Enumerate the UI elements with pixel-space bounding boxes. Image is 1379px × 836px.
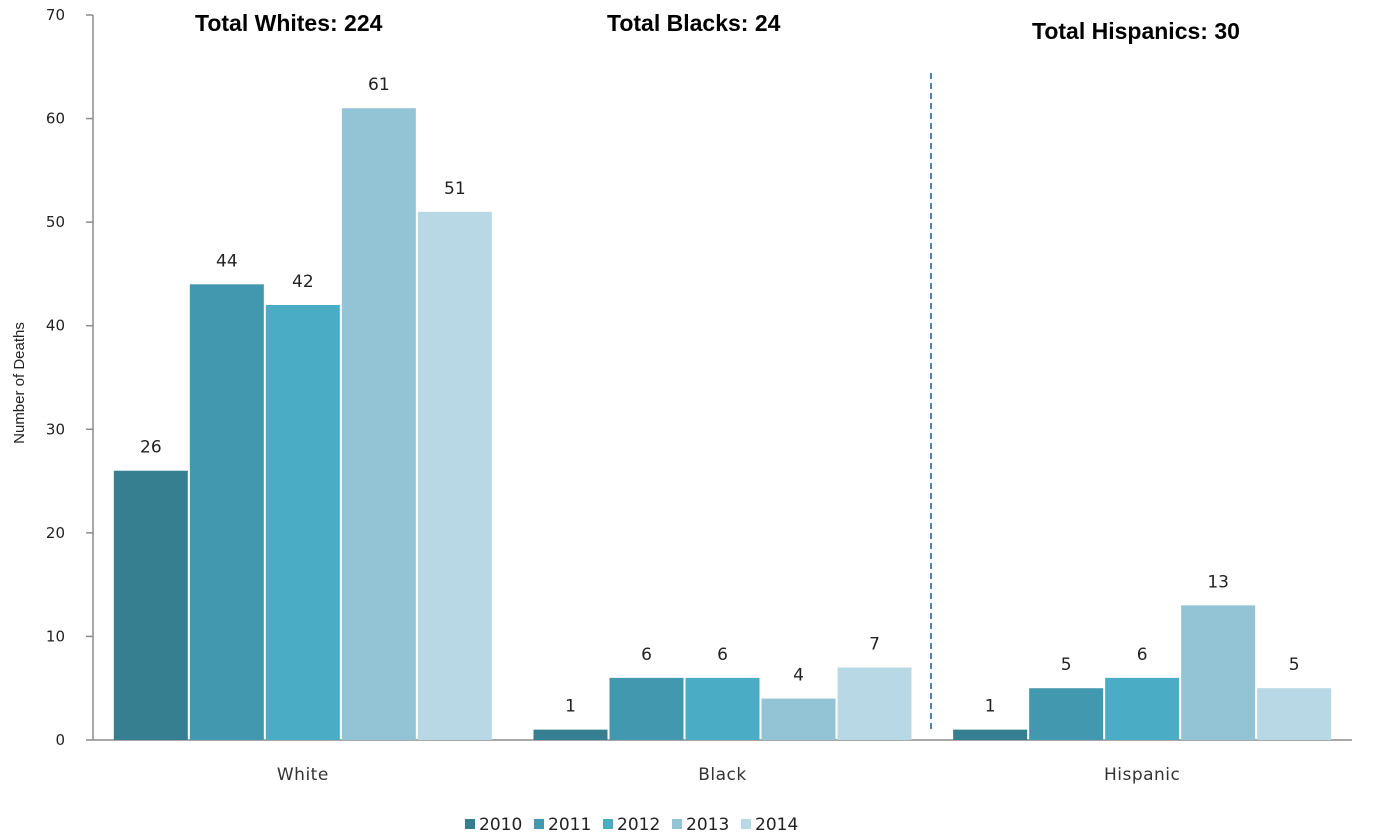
- data-label: 1: [985, 697, 996, 717]
- data-label: 51: [444, 179, 466, 199]
- bar-hispanic-2010: [953, 729, 1028, 740]
- legend-swatch-2012: [603, 819, 613, 829]
- bar-white-2010: [113, 470, 188, 740]
- data-labels-group: 26 44 42 61 51 1 6 6 4 7 1 5 6 13 5: [140, 75, 1300, 716]
- y-tick-label: 60: [46, 110, 65, 128]
- category-labels-group: White Black Hispanic: [277, 765, 1180, 785]
- category-label: Hispanic: [1104, 765, 1180, 785]
- total-hispanics-annotation: Total Hispanics: 30: [1032, 18, 1240, 44]
- legend-swatch-2014: [741, 819, 751, 829]
- data-label: 7: [869, 635, 880, 655]
- bar-black-2010: [533, 729, 608, 740]
- y-tick-label: 40: [46, 317, 65, 335]
- data-label: 1: [565, 697, 576, 717]
- data-label: 4: [793, 666, 804, 686]
- bar-white-2012: [265, 305, 340, 740]
- category-label: Black: [698, 765, 747, 785]
- y-tick-label: 0: [55, 731, 65, 749]
- data-label: 6: [1137, 645, 1148, 665]
- bar-black-2012: [685, 677, 760, 740]
- bars-group: [113, 108, 1332, 741]
- y-axis-title: Number of Deaths: [11, 322, 28, 444]
- bar-white-2014: [417, 211, 492, 741]
- y-axis-ticks: 0 10 20 30 40 50 60 70: [46, 6, 93, 749]
- bar-hispanic-2011: [1029, 688, 1104, 740]
- bar-hispanic-2014: [1257, 688, 1332, 740]
- data-label: 5: [1289, 655, 1300, 675]
- y-tick-label: 10: [46, 627, 65, 645]
- bar-black-2014: [837, 667, 912, 740]
- legend-label: 2011: [548, 815, 591, 835]
- data-label: 6: [717, 645, 728, 665]
- total-whites-annotation: Total Whites: 224: [195, 10, 383, 36]
- data-label: 26: [140, 438, 162, 458]
- bar-black-2011: [609, 677, 684, 740]
- category-label: White: [277, 765, 329, 785]
- y-tick-label: 70: [46, 6, 65, 24]
- bar-hispanic-2013: [1181, 605, 1256, 740]
- legend-label: 2014: [755, 815, 798, 835]
- legend-swatch-2013: [672, 819, 682, 829]
- data-label: 5: [1061, 655, 1072, 675]
- bar-black-2013: [761, 698, 836, 740]
- bar-white-2013: [341, 108, 416, 740]
- data-label: 44: [216, 251, 238, 271]
- data-label: 6: [641, 645, 652, 665]
- legend-label: 2012: [617, 815, 660, 835]
- legend-label: 2010: [479, 815, 522, 835]
- y-tick-label: 50: [46, 213, 65, 231]
- legend-label: 2013: [686, 815, 729, 835]
- y-tick-label: 30: [46, 420, 65, 438]
- legend-swatch-2010: [465, 819, 475, 829]
- legend-swatch-2011: [534, 819, 544, 829]
- legend: 2010 2011 2012 2013 2014: [465, 815, 798, 835]
- bar-white-2011: [189, 284, 264, 740]
- data-label: 61: [368, 75, 390, 95]
- total-blacks-annotation: Total Blacks: 24: [607, 10, 781, 36]
- data-label: 13: [1207, 572, 1229, 592]
- bar-hispanic-2012: [1105, 677, 1180, 740]
- data-label: 42: [292, 272, 314, 292]
- y-tick-label: 20: [46, 524, 65, 542]
